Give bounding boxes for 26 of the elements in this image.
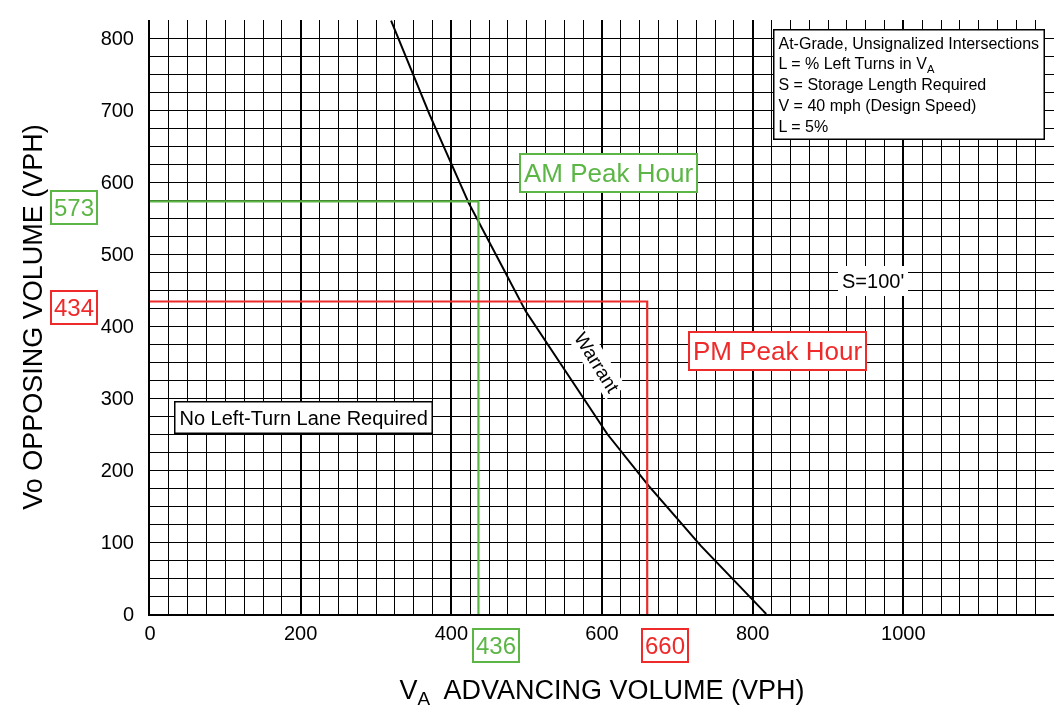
y-tick-label: 100 [100, 531, 134, 553]
annotation: 436 [476, 632, 517, 659]
x-axis-title: V$_{A}$ ADVANCING VOLUME (VPH) [399, 675, 805, 709]
y-tick-label: 700 [100, 99, 134, 121]
y-tick-label: 300 [100, 387, 134, 409]
annotation: S=100' [842, 270, 905, 292]
x-tick-label: 1000 [881, 622, 926, 644]
series-label: AM Peak Hour [524, 158, 694, 188]
y-tick-label: 0 [122, 603, 134, 625]
y-tick-label: 400 [100, 315, 134, 337]
y-tick-label: 800 [100, 27, 134, 49]
series-label: PM Peak Hour [693, 336, 863, 366]
y-tick-label: 600 [100, 171, 134, 193]
annotation: At-Grade, Unsignalized Intersections L = % Left Turns in V$_{A}$ S = Storage Length Required V = 40 mph (Design Speed) L = 5% [778, 34, 1040, 135]
y-tick-label: 500 [100, 243, 134, 265]
annotation: 573 [54, 194, 95, 221]
annotation: 660 [645, 632, 686, 659]
annotation: 434 [54, 294, 95, 321]
x-tick-label: 400 [434, 622, 469, 644]
annotation: No Left-Turn Lane Required [179, 406, 428, 429]
x-tick-label: 200 [283, 622, 318, 644]
x-tick-label: 0 [144, 622, 156, 644]
x-tick-label: 800 [735, 622, 770, 644]
x-tick-label: 600 [585, 622, 619, 644]
y-tick-label: 200 [100, 459, 134, 481]
y-axis-title: Vo OPPOSING VOLUME (VPH) [18, 124, 49, 510]
